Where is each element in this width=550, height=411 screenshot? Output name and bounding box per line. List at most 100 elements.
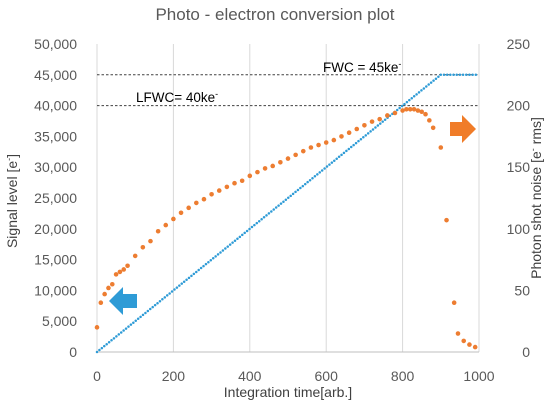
signal-point <box>98 348 101 352</box>
signal-point <box>100 346 104 350</box>
signal-point <box>359 137 363 141</box>
signal-point <box>192 272 196 276</box>
signal-point <box>115 335 118 338</box>
signal-point <box>204 262 208 266</box>
signal-point <box>158 300 162 303</box>
signal-point <box>236 237 239 241</box>
signal-point <box>294 190 297 194</box>
signal-point <box>255 221 259 225</box>
signal-point <box>221 249 225 252</box>
signal-point <box>202 264 205 268</box>
signal-point <box>408 98 411 102</box>
noise-point <box>331 137 337 143</box>
signal-point <box>178 284 181 287</box>
left-axis-ticks: 0 5,000 10,000 15,000 20,000 25,000 30,000 35,0… <box>34 36 77 360</box>
noise-point <box>323 140 329 145</box>
y-tick-label: 30,000 <box>34 159 77 175</box>
signal-point <box>311 177 314 180</box>
signal-point <box>211 257 215 260</box>
reference-lines <box>97 74 479 107</box>
signal-point <box>369 130 372 133</box>
y2-axis-label: Photon shot noise [e- rms] <box>528 117 544 279</box>
x-axis-ticks: 0 200 400 600 800 1000 <box>93 368 495 384</box>
signal-point <box>403 102 406 106</box>
signal-point <box>129 323 133 326</box>
y-tick-label: 20,000 <box>34 221 77 237</box>
y-tick-label: 10,000 <box>34 282 77 298</box>
signal-point <box>405 100 409 104</box>
signal-point <box>216 253 220 256</box>
signal-point <box>267 212 271 215</box>
signal-point <box>112 337 116 340</box>
y2-tick-label: 100 <box>507 221 531 237</box>
signal-point <box>141 313 145 317</box>
signal-point <box>245 229 249 233</box>
noise-point <box>354 126 360 132</box>
signal-point <box>458 73 462 77</box>
signal-point <box>434 77 438 80</box>
signal-point <box>398 106 401 110</box>
signal-point <box>337 155 341 159</box>
noise-point <box>113 272 119 277</box>
noise-point <box>125 263 130 269</box>
noise-point <box>411 107 417 112</box>
signal-point <box>374 126 377 129</box>
signal-point <box>432 79 435 82</box>
y2-tick-label: 200 <box>507 98 531 114</box>
signal-point <box>146 309 150 313</box>
signal-point <box>173 288 176 291</box>
signal-point <box>117 333 121 336</box>
signal-point <box>168 292 171 295</box>
signal-point <box>371 128 375 131</box>
signal-point <box>400 104 404 108</box>
lfwc-superscript: - <box>215 89 218 99</box>
signal-point <box>105 342 108 346</box>
signal-point <box>291 192 295 196</box>
signal-point <box>376 124 380 127</box>
signal-point <box>328 163 331 166</box>
signal-point <box>352 143 355 147</box>
signal-point <box>415 93 418 96</box>
y2-tick-label: 0 <box>522 344 530 360</box>
signal-point <box>151 305 154 309</box>
chart-title: Photo - electron conversion plot <box>155 5 394 24</box>
signal-point <box>228 243 232 246</box>
signal-point <box>299 186 302 190</box>
right-pointing-arrow-icon <box>450 115 476 143</box>
signal-point <box>323 167 326 170</box>
noise-point <box>362 123 367 128</box>
signal-point <box>122 329 125 332</box>
x-tick-label: 800 <box>391 368 415 384</box>
signal-point <box>439 73 443 77</box>
signal-point <box>442 73 446 77</box>
signal-point <box>231 241 234 244</box>
signal-point <box>175 286 179 289</box>
y-tick-label: 35,000 <box>34 128 77 144</box>
signal-point <box>422 87 426 90</box>
signal-point <box>226 245 229 248</box>
signal-point <box>362 136 365 139</box>
noise-point <box>392 110 398 116</box>
noise-point <box>339 134 344 139</box>
signal-point <box>110 339 113 342</box>
signal-point <box>445 73 449 77</box>
x-tick-label: 1000 <box>463 368 494 384</box>
noise-point <box>117 269 123 275</box>
noise-point <box>455 331 461 336</box>
signal-point <box>185 278 188 282</box>
lfwc-label: LFWC= 40ke <box>136 90 215 105</box>
noise-point <box>438 145 444 150</box>
noise-point <box>121 267 127 272</box>
noise-point <box>155 228 161 234</box>
signal-point <box>366 132 370 135</box>
signal-point <box>214 255 217 258</box>
noise-point <box>171 216 176 222</box>
noise-point <box>224 184 230 190</box>
signal-point <box>207 260 210 264</box>
signal-point <box>429 81 433 84</box>
y-tick-label: 5,000 <box>42 313 77 329</box>
signal-point <box>364 134 367 137</box>
signal-point <box>349 145 353 149</box>
signal-point <box>187 276 191 280</box>
